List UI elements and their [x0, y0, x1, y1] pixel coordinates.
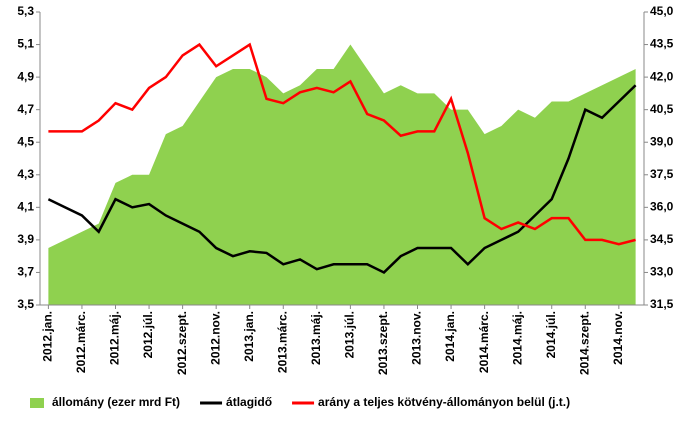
x-tick-label: 2013.máj.: [309, 311, 323, 365]
y-tick-label: 4,7: [17, 102, 34, 116]
y2-tick-label: 31,5: [650, 297, 674, 311]
y-tick-label: 3,5: [17, 297, 34, 311]
x-tick-label: 2012.nov.: [208, 311, 222, 365]
y-tick-label: 3,9: [17, 232, 34, 246]
legend-label: állomány (ezer mrd Ft): [52, 395, 180, 409]
line: [47, 84, 637, 274]
x-tick-label: 2014.júl.: [544, 311, 558, 358]
y-tick-label: 5,3: [17, 4, 34, 18]
x-tick-label: 2014.nov.: [611, 311, 625, 365]
y2-tick-label: 42,0: [650, 69, 674, 83]
x-tick-label: 2014.szept.: [577, 311, 591, 375]
x-tick-label: 2014.jan.: [443, 311, 457, 362]
x-tick-label: 2012.júl.: [141, 311, 155, 358]
x-tick-label: 2013.szept.: [376, 311, 390, 375]
legend-label: átlagidő: [226, 395, 272, 409]
legend-swatch: [30, 398, 44, 408]
x-tick-label: 2012.márc.: [74, 311, 88, 373]
y-tick-label: 3,7: [17, 265, 34, 279]
y-tick-label: 4,5: [17, 134, 34, 148]
y2-tick-label: 34,5: [650, 232, 674, 246]
y2-tick-label: 43,5: [650, 37, 674, 51]
y2-tick-label: 40,5: [650, 102, 674, 116]
y2-tick-label: 45,0: [650, 4, 674, 18]
x-tick-label: 2013.júl.: [343, 311, 357, 358]
area: [48, 44, 636, 306]
y2-tick-label: 33,0: [650, 265, 674, 279]
y2-tick-label: 36,0: [650, 200, 674, 214]
legend-label: arány a teljes kötvény-állományon belül …: [318, 395, 570, 409]
x-tick-label: 2013.nov.: [410, 311, 424, 365]
x-tick-label: 2012.szept.: [175, 311, 189, 375]
y2-tick-label: 39,0: [650, 134, 674, 148]
x-tick-label: 2012.máj.: [108, 311, 122, 365]
x-tick-label: 2014.máj.: [510, 311, 524, 365]
line: [48, 42, 636, 246]
y2-tick-label: 37,5: [650, 167, 674, 181]
y-tick-label: 4,9: [17, 69, 34, 83]
x-tick-label: 2012.jan.: [41, 311, 55, 362]
y-tick-label: 4,1: [17, 200, 34, 214]
x-tick-label: 2013.márc.: [275, 311, 289, 373]
y-tick-label: 4,3: [17, 167, 34, 181]
y-tick-label: 5,1: [17, 37, 34, 51]
x-tick-label: 2013.jan.: [242, 311, 256, 362]
x-tick-label: 2014.márc.: [477, 311, 491, 373]
